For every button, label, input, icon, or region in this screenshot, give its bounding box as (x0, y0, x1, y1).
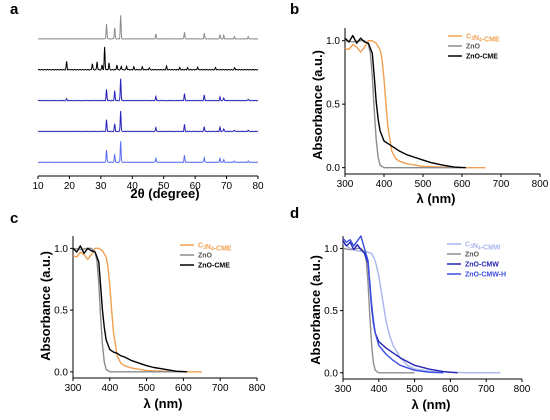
panel-label-b: b (290, 1, 299, 18)
panel-c-ylabel: Absorbance (a.u.) (38, 251, 53, 361)
x-tick-label: 800 (249, 383, 266, 394)
legend-entry-label: ZnO-CME (198, 263, 230, 270)
x-tick-label: 80 (252, 181, 264, 192)
panel-b-plot (344, 34, 486, 169)
x-tick-label: 400 (376, 179, 393, 190)
x-tick-label: 500 (406, 384, 423, 395)
absorbance-series-line (72, 245, 188, 373)
absorbance-series-line (344, 40, 486, 169)
absorbance-series-line (344, 40, 462, 169)
absorbance-series-line (342, 240, 458, 374)
x-tick-label: 600 (442, 384, 459, 395)
legend-entry-label: ZnO-CME (466, 54, 498, 61)
y-tick-label: 0.0 (326, 163, 340, 174)
absorbance-series-line (344, 34, 466, 169)
panel-b-ylabel: Absorbance (a.u.) (310, 50, 325, 160)
x-tick-label: 300 (335, 384, 352, 395)
xrd-pattern-line (37, 111, 259, 133)
y-tick-label: 0.5 (54, 306, 68, 317)
panel-b-axes: 300 400 500 600 700 800 0.0 0.5 1.0 (326, 28, 549, 190)
x-tick-label: 300 (337, 179, 354, 190)
x-tick-label: 700 (212, 383, 229, 394)
legend-entry-label: C3N4-CMW (465, 242, 501, 252)
legend-entry-label: ZnO-CMW (465, 262, 499, 269)
x-tick-label: 400 (101, 383, 118, 394)
panel-d-ylabel: Absorbance (a.u.) (308, 255, 323, 365)
panel-c-xlabel: λ (nm) (144, 396, 183, 411)
legend-entry-label: C3N4-CME (198, 243, 232, 253)
panel-d-xlabel: λ (nm) (412, 397, 451, 412)
x-tick-label: 40 (127, 181, 139, 192)
panel-label-c: c (10, 210, 18, 227)
panel-d-plot (342, 235, 501, 374)
xrd-pattern-line (37, 46, 259, 71)
y-tick-label: 0.0 (324, 368, 338, 379)
panel-b-xlabel: λ (nm) (417, 191, 456, 206)
x-tick-label: 20 (64, 181, 76, 192)
y-tick-label: 1.0 (54, 244, 68, 255)
x-tick-label: 500 (415, 179, 432, 190)
panel-d-axes: 300 400 500 600 700 800 0.0 0.5 1.0 (324, 236, 531, 395)
panel-label-d: d (290, 205, 299, 222)
absorbance-series-line (342, 235, 444, 374)
y-tick-label: 0.0 (54, 367, 68, 378)
absorbance-series-line (72, 247, 184, 373)
legend-entry-label: ZnO (465, 252, 480, 259)
panel-c-axes: 300 400 500 600 700 800 0.0 0.5 1.0 (54, 236, 266, 394)
y-tick-label: 1.0 (326, 36, 340, 47)
y-tick-label: 0.5 (324, 306, 338, 317)
panel-label-a: a (10, 1, 19, 18)
x-tick-label: 70 (221, 181, 233, 192)
panel-a-axes: 10 20 30 40 50 60 70 80 (32, 175, 264, 192)
panel-c-plot (72, 245, 202, 373)
panel-a-plot (37, 15, 259, 164)
x-tick-label: 500 (138, 383, 155, 394)
y-tick-label: 0.5 (326, 100, 340, 111)
legend-entry-label: ZnO-CMW-H (465, 272, 506, 279)
panel-a-xlabel: 2θ (degree) (130, 186, 199, 201)
x-tick-label: 300 (65, 383, 82, 394)
x-tick-label: 10 (32, 181, 44, 192)
x-tick-label: 800 (532, 179, 549, 190)
x-tick-label: 50 (158, 181, 170, 192)
x-tick-label: 600 (454, 179, 471, 190)
panel-a-xrd: a 10 20 30 40 50 60 70 80 2θ (degree) (10, 1, 264, 201)
y-tick-label: 1.0 (324, 244, 338, 255)
x-tick-label: 400 (370, 384, 387, 395)
x-tick-label: 60 (190, 181, 202, 192)
absorbance-series-line (342, 247, 415, 374)
legend-entry-label: ZnO (198, 253, 213, 260)
legend-entry-label: ZnO (466, 44, 481, 51)
x-tick-label: 800 (514, 384, 531, 395)
x-tick-label: 30 (95, 181, 107, 192)
xrd-pattern-line (37, 141, 259, 164)
legend-entry-label: C3N4-CME (466, 34, 500, 44)
xrd-pattern-line (37, 78, 259, 102)
absorbance-series-line (72, 247, 202, 373)
xrd-pattern-line (37, 15, 259, 40)
x-tick-label: 700 (478, 384, 495, 395)
x-tick-label: 600 (175, 383, 192, 394)
x-tick-label: 700 (493, 179, 510, 190)
